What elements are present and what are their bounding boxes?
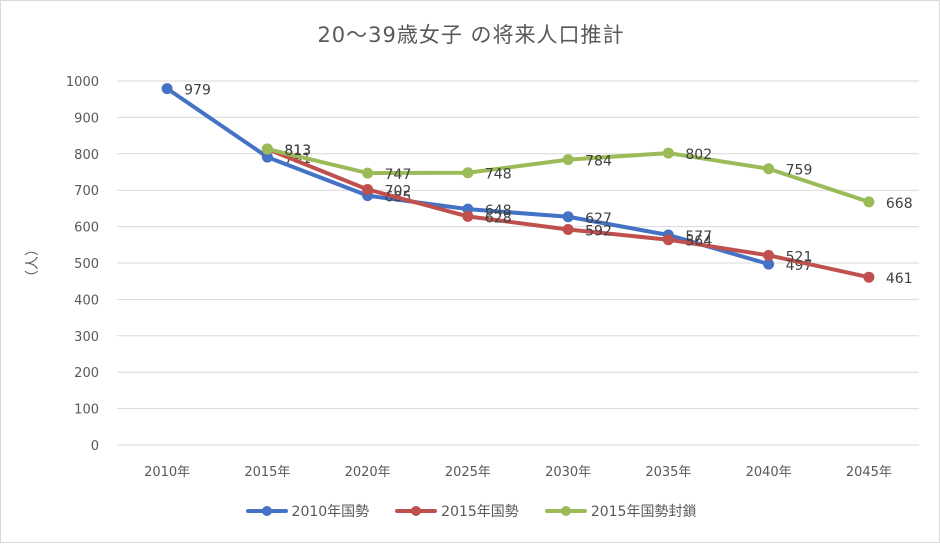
- data-point: [362, 167, 374, 179]
- data-point: [562, 211, 574, 223]
- y-tick-label: 100: [74, 403, 99, 418]
- data-label: 979: [184, 83, 211, 99]
- data-point: [863, 271, 875, 283]
- data-point: [662, 147, 674, 159]
- data-label: 748: [485, 167, 512, 183]
- legend-item: 2015年国勢封鎖: [544, 501, 697, 521]
- x-tick-label: 2020年: [345, 465, 391, 480]
- y-tick-label: 800: [74, 148, 99, 163]
- data-label: 648: [485, 203, 512, 219]
- data-point: [161, 83, 173, 95]
- data-label: 702: [385, 183, 412, 199]
- y-tick-label: 500: [74, 257, 99, 272]
- legend-line-marker-icon: [395, 506, 438, 516]
- y-tick-label: 600: [74, 221, 99, 236]
- y-tick-label: 700: [74, 184, 99, 199]
- y-axis-label: （人）: [25, 242, 41, 284]
- data-point: [863, 196, 875, 208]
- series-group: 813 702 628 592 564 521 461: [261, 143, 913, 287]
- data-label: 802: [685, 147, 712, 163]
- series-group: 813 747 748 784 802 759 668: [261, 143, 913, 212]
- data-label: 784: [585, 154, 612, 170]
- x-tick-label: 2010年: [144, 465, 190, 480]
- x-tick-label: 2030年: [545, 465, 591, 480]
- data-point: [763, 258, 775, 270]
- data-label: 564: [685, 234, 712, 250]
- y-tick-label: 1000: [66, 75, 99, 90]
- y-tick-label: 900: [74, 111, 99, 126]
- data-label: 521: [786, 249, 813, 265]
- data-label: 627: [585, 211, 612, 227]
- data-point: [362, 183, 374, 195]
- legend-item: 2015年国勢: [395, 501, 519, 521]
- data-label: 759: [786, 163, 813, 179]
- data-point: [562, 154, 574, 166]
- data-label: 461: [886, 271, 913, 287]
- legend-item: 2010年国勢: [245, 501, 370, 521]
- x-tick-label: 2025年: [445, 465, 491, 480]
- data-point: [662, 234, 674, 246]
- chart-title: 20～39歳女子 の将来人口推計: [317, 23, 625, 47]
- data-label: 813: [284, 143, 311, 159]
- data-point: [562, 224, 574, 236]
- y-tick-label: 300: [74, 330, 99, 345]
- data-label: 592: [585, 224, 612, 240]
- y-tick-label: 400: [74, 293, 99, 308]
- y-tick-label: 200: [74, 366, 99, 381]
- x-tick-label: 2040年: [746, 465, 792, 480]
- data-point: [763, 163, 775, 175]
- legend-line-marker-icon: [544, 506, 587, 516]
- data-point: [261, 151, 273, 163]
- x-tick-label: 2045年: [846, 465, 892, 480]
- data-point: [261, 143, 273, 155]
- x-tick-label: 2035年: [645, 465, 691, 480]
- legend-line-marker-icon: [245, 506, 288, 516]
- data-point: [462, 167, 474, 179]
- data-point: [763, 249, 775, 261]
- data-label: 577: [685, 229, 712, 245]
- x-tick-label: 2015年: [244, 465, 290, 480]
- data-point: [462, 210, 474, 222]
- data-label: 747: [385, 167, 412, 183]
- data-label: 628: [485, 210, 512, 226]
- legend-label: 2015年国勢封鎖: [590, 504, 697, 520]
- chart-legend: 2010年国勢 2015年国勢 2015年国勢封鎖: [1, 501, 940, 521]
- legend-label: 2015年国勢: [441, 504, 519, 520]
- legend-label: 2010年国勢: [291, 504, 370, 520]
- data-label: 668: [886, 196, 913, 212]
- y-tick-label: 0: [91, 439, 99, 454]
